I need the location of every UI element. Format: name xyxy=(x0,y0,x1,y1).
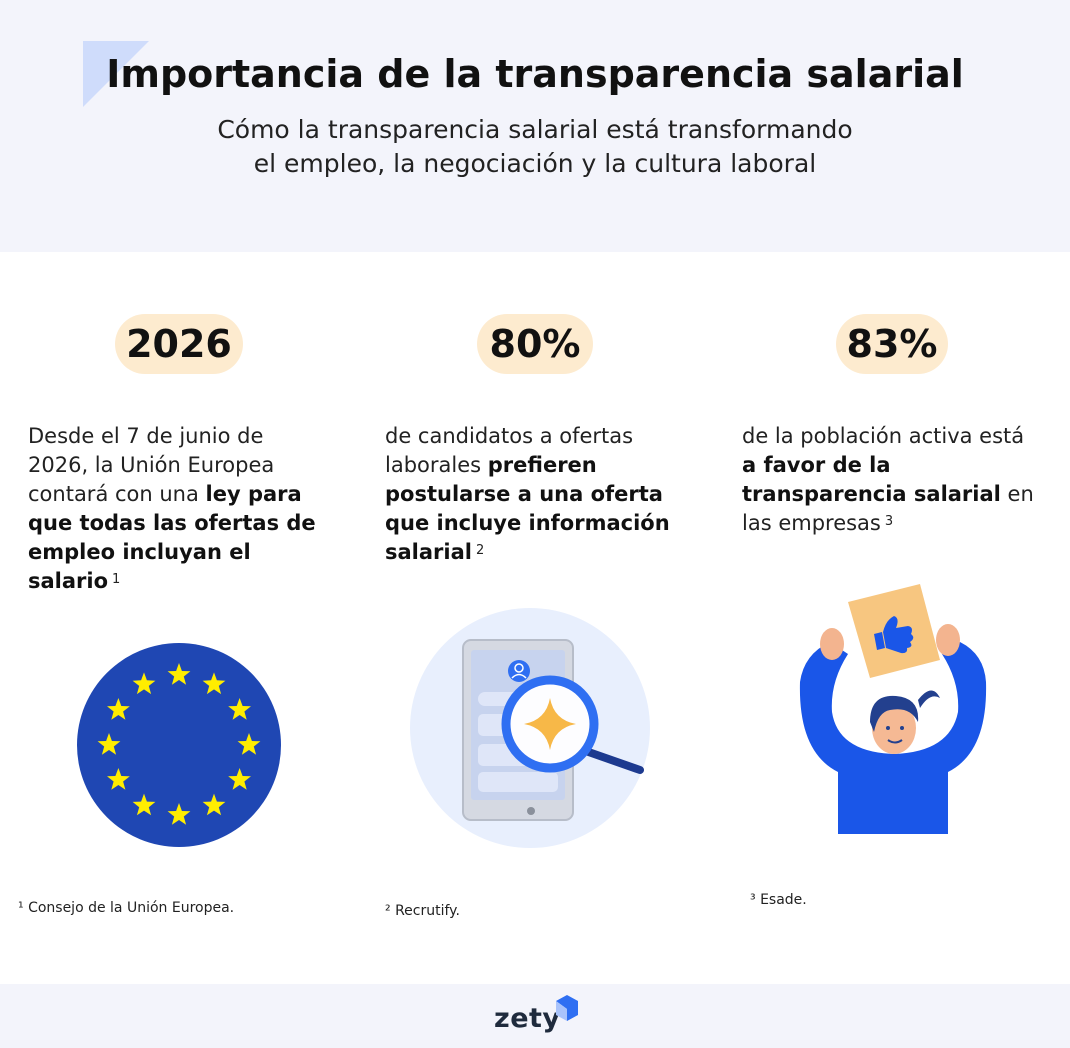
stat-text-part: ley para que todas las ofertas de empleo… xyxy=(28,482,316,593)
eu-star-icon xyxy=(107,698,130,720)
eu-star-icon xyxy=(132,793,156,816)
eu-star-icon xyxy=(237,733,261,755)
reference-marker: 1 xyxy=(112,572,121,587)
eu-star-icon xyxy=(132,672,156,695)
stat-text-part: Desde el 7 de junio de 2026, la Unión Eu… xyxy=(28,424,275,506)
page-title: Importancia de la transparencia salarial xyxy=(106,52,964,96)
eu-star-icon xyxy=(107,768,130,790)
eu-star-icon xyxy=(167,803,191,825)
reference-marker: 3 xyxy=(884,514,894,529)
page-subtitle: Cómo la transparencia salarial está tran… xyxy=(0,113,1070,181)
footnote-3: ³ Esade. xyxy=(750,892,807,908)
person-thumbs-up-icon xyxy=(799,584,987,834)
stat-text-2: de candidatos a ofertas laborales prefie… xyxy=(385,422,685,567)
corner-decoration xyxy=(83,41,149,107)
footnote-1: ¹ Consejo de la Unión Europea. xyxy=(18,900,235,916)
zety-logo-icon xyxy=(556,995,578,1021)
header-band: Importancia de la transparencia salarial… xyxy=(0,0,1070,252)
eu-star-icon xyxy=(228,768,251,790)
stat-text-1: Desde el 7 de junio de 2026, la Unión Eu… xyxy=(28,422,328,596)
footer-band xyxy=(0,984,1070,1048)
subtitle-line-1: Cómo la transparencia salarial está tran… xyxy=(217,115,853,144)
stat-badge-2026: 2026 xyxy=(115,314,243,374)
eu-flag-icon xyxy=(77,643,281,847)
stat-text-part: en las empresas xyxy=(742,482,1034,535)
footnote-2: ² Recrutify. xyxy=(385,903,460,919)
subtitle-line-2: el empleo, la negociación y la cultura l… xyxy=(253,149,817,178)
zety-logo-text[interactable]: zety xyxy=(494,1003,561,1034)
stat-badge-80: 80% xyxy=(477,314,593,374)
eu-star-icon xyxy=(202,793,226,816)
eu-star-icon xyxy=(97,733,121,755)
stat-text-part: de la población activa está xyxy=(742,424,1025,448)
eu-star-icon xyxy=(167,663,191,685)
reference-marker: 2 xyxy=(475,543,485,558)
phone-magnifier-icon xyxy=(410,608,650,848)
stat-text-part: prefieren postularse a una oferta que in… xyxy=(385,453,670,564)
stat-text-part: de candidatos a ofertas laborales xyxy=(385,424,634,477)
stat-text-part: a favor de la transparencia salarial xyxy=(742,453,1001,506)
eu-star-icon xyxy=(228,698,251,720)
stat-text-3: de la población activa está a favor de l… xyxy=(742,422,1042,538)
eu-star-icon xyxy=(202,672,226,695)
stat-badge-83: 83% xyxy=(836,314,948,374)
